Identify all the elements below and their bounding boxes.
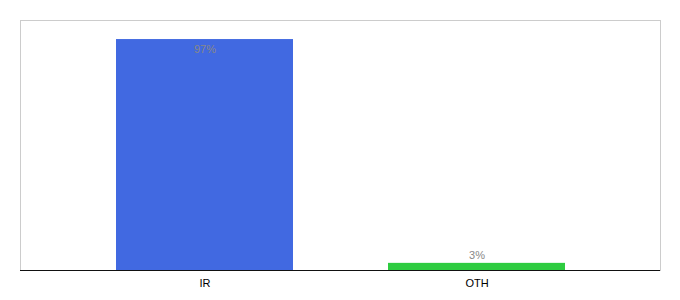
svg-text:IR: IR: [200, 277, 211, 289]
svg-text:97%: 97%: [194, 43, 216, 55]
svg-text:3%: 3%: [469, 249, 485, 261]
svg-text:OTH: OTH: [465, 277, 488, 289]
